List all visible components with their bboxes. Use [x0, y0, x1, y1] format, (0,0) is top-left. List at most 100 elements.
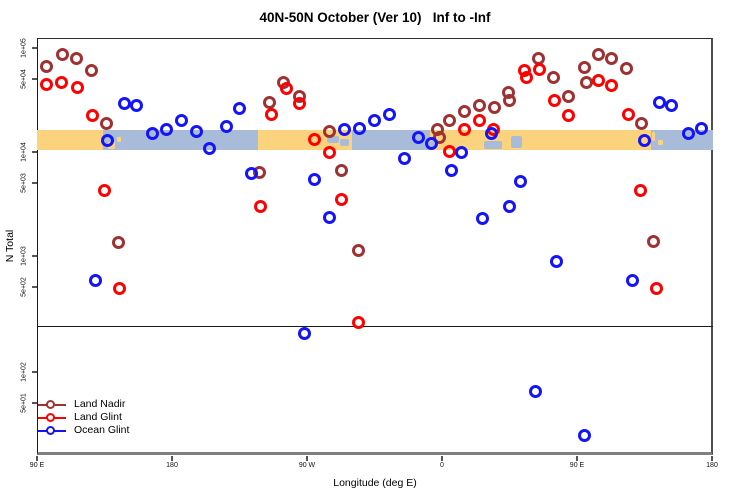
data-point-ocean-glint [338, 122, 351, 136]
data-point-land-glint [591, 73, 605, 87]
data-point-ocean-glint [653, 96, 666, 110]
data-point-land-glint [519, 70, 533, 84]
x-tick [441, 456, 443, 461]
data-point-ocean-glint [159, 122, 173, 136]
data-point-ocean-glint [308, 172, 321, 186]
legend-item-label: Land Glint [74, 411, 122, 423]
data-point-ocean-glint [549, 254, 563, 268]
y-tick-label: 1e+05 [20, 38, 28, 58]
data-point-land-nadir [458, 105, 471, 119]
data-point-land-nadir [351, 243, 365, 257]
x-tick-label: 180 [706, 462, 718, 469]
data-point-land-glint [86, 109, 99, 123]
data-point-land-nadir [488, 100, 501, 114]
data-point-ocean-glint [425, 136, 438, 150]
data-point-land-nadir [84, 63, 98, 77]
data-point-ocean-glint [233, 102, 246, 116]
data-point-land-nadir [561, 89, 575, 103]
legend-symbol [38, 398, 68, 411]
y-tick-label: 5e+03 [20, 173, 28, 194]
data-point-land-glint [633, 183, 647, 197]
y-tick-label: 5e+02 [20, 277, 28, 298]
data-point-land-glint [254, 200, 267, 214]
data-point-ocean-glint [476, 212, 489, 226]
data-point-land-glint [308, 132, 321, 146]
y-tick [32, 402, 37, 404]
data-point-land-glint [443, 144, 456, 158]
y-tick [32, 47, 37, 49]
data-point-land-nadir [620, 61, 633, 75]
data-point-ocean-glint [89, 274, 102, 288]
legend-symbol [38, 424, 68, 437]
lake-great-lakes-west [326, 136, 339, 144]
data-point-land-nadir [263, 95, 276, 109]
data-point-ocean-glint [695, 121, 708, 135]
data-point-land-glint [605, 78, 618, 92]
data-point-land-glint [548, 93, 561, 107]
data-point-land-nadir [635, 116, 648, 130]
data-point-ocean-glint [129, 99, 143, 113]
legend-symbol [38, 411, 68, 424]
data-point-ocean-glint [146, 127, 159, 141]
lake-black-sea [484, 141, 502, 150]
legend-item-label: Ocean Glint [74, 424, 130, 436]
data-point-land-nadir [605, 51, 618, 65]
data-point-land-glint [279, 81, 293, 95]
island-kuril [658, 140, 663, 146]
data-point-ocean-glint [485, 126, 498, 140]
legend: Land Nadir Land Glint Ocean Glint [38, 398, 129, 437]
legend-circle-icon [46, 400, 55, 409]
y-tick [32, 151, 37, 153]
y-tick [32, 286, 37, 289]
data-point-ocean-glint [174, 113, 188, 127]
data-point-land-nadir [578, 60, 591, 74]
y-tick-label: 5e+01 [20, 393, 28, 413]
y-tick-label: 1e+02 [20, 362, 28, 382]
data-point-land-nadir [591, 47, 605, 61]
data-point-ocean-glint [638, 133, 651, 147]
data-point-ocean-glint [513, 175, 527, 189]
x-tick-label: 180 [166, 462, 178, 469]
data-point-ocean-glint [398, 151, 411, 165]
y-tick [32, 371, 37, 373]
legend-item-land-glint: Land Glint [38, 411, 129, 424]
legend-circle-icon [46, 413, 55, 422]
data-point-ocean-glint [681, 126, 695, 140]
data-point-land-glint [621, 108, 635, 122]
legend-item-label: Land Nadir [74, 398, 126, 410]
data-point-ocean-glint [503, 200, 516, 214]
y-tick [32, 182, 37, 185]
data-point-land-glint [54, 75, 68, 89]
lake-great-lakes-east [340, 139, 349, 147]
data-point-ocean-glint [117, 97, 131, 111]
data-point-ocean-glint [368, 113, 381, 127]
data-point-ocean-glint [323, 210, 336, 224]
data-point-ocean-glint [219, 120, 233, 134]
x-tick [36, 456, 38, 461]
data-point-ocean-glint [665, 98, 678, 112]
island-hokkaido [116, 137, 121, 143]
data-point-land-nadir [323, 125, 336, 139]
x-tick-label: 90 E [29, 462, 45, 469]
data-point-land-nadir [503, 93, 516, 107]
y-tick-label: 5e+04 [20, 69, 28, 90]
data-point-land-nadir [111, 235, 125, 249]
data-point-ocean-glint [578, 429, 591, 443]
data-point-ocean-glint [528, 384, 542, 398]
x-axis-label: Longitude (deg E) [333, 477, 417, 489]
x-tick [576, 456, 578, 461]
data-point-land-nadir [335, 164, 348, 178]
lake-caspian-sea [511, 136, 522, 149]
y-tick-label: 1e+03 [20, 246, 28, 266]
x-tick-label: 0 [440, 462, 444, 469]
data-point-land-glint [533, 62, 546, 76]
data-point-land-nadir [473, 99, 486, 113]
x-tick [171, 456, 173, 461]
data-point-land-nadir [99, 117, 113, 131]
data-point-ocean-glint [203, 141, 216, 155]
y-axis-label: N Total [4, 229, 16, 263]
x-tick-label: 90 E [569, 462, 585, 469]
data-point-land-glint [458, 123, 471, 137]
x-tick [711, 456, 713, 461]
